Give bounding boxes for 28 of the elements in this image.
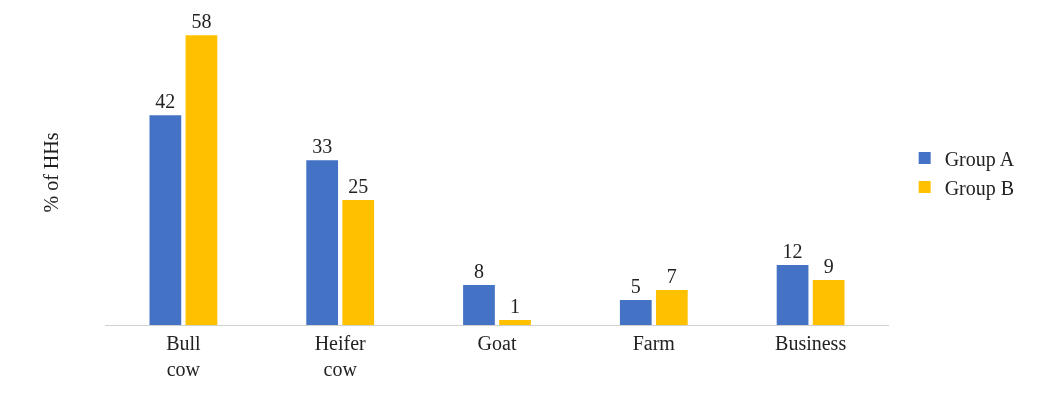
bar: [655, 290, 688, 325]
data-label: 8: [473, 260, 484, 283]
bar: [619, 300, 652, 325]
legend-label: Group A: [944, 147, 1015, 171]
x-tick-label: Goat: [477, 332, 517, 354]
data-label: 1: [510, 295, 521, 317]
data-label: 42: [155, 90, 176, 113]
bar: [185, 35, 218, 325]
bar: [342, 200, 375, 325]
data-label: 7: [666, 265, 677, 288]
data-label: 58: [191, 10, 212, 33]
x-tick-label: Heifer cow: [314, 332, 367, 380]
x-tick-label: Farm: [632, 332, 676, 354]
bar: [812, 280, 845, 325]
x-tick-label: Bull cow: [166, 332, 202, 380]
bar: [149, 115, 182, 325]
bar: [463, 285, 495, 325]
data-label: 25: [348, 175, 369, 198]
bar: [306, 160, 339, 325]
bar: [776, 265, 809, 325]
legend-label: Group B: [944, 176, 1015, 200]
data-label: 33: [312, 135, 333, 158]
y-axis-title: % of HHs: [39, 132, 62, 213]
data-label: 12: [782, 240, 803, 263]
x-tick-label: Business: [775, 332, 847, 354]
data-label: 5: [630, 275, 641, 298]
bar: [499, 320, 531, 325]
data-label: 9: [823, 255, 834, 278]
